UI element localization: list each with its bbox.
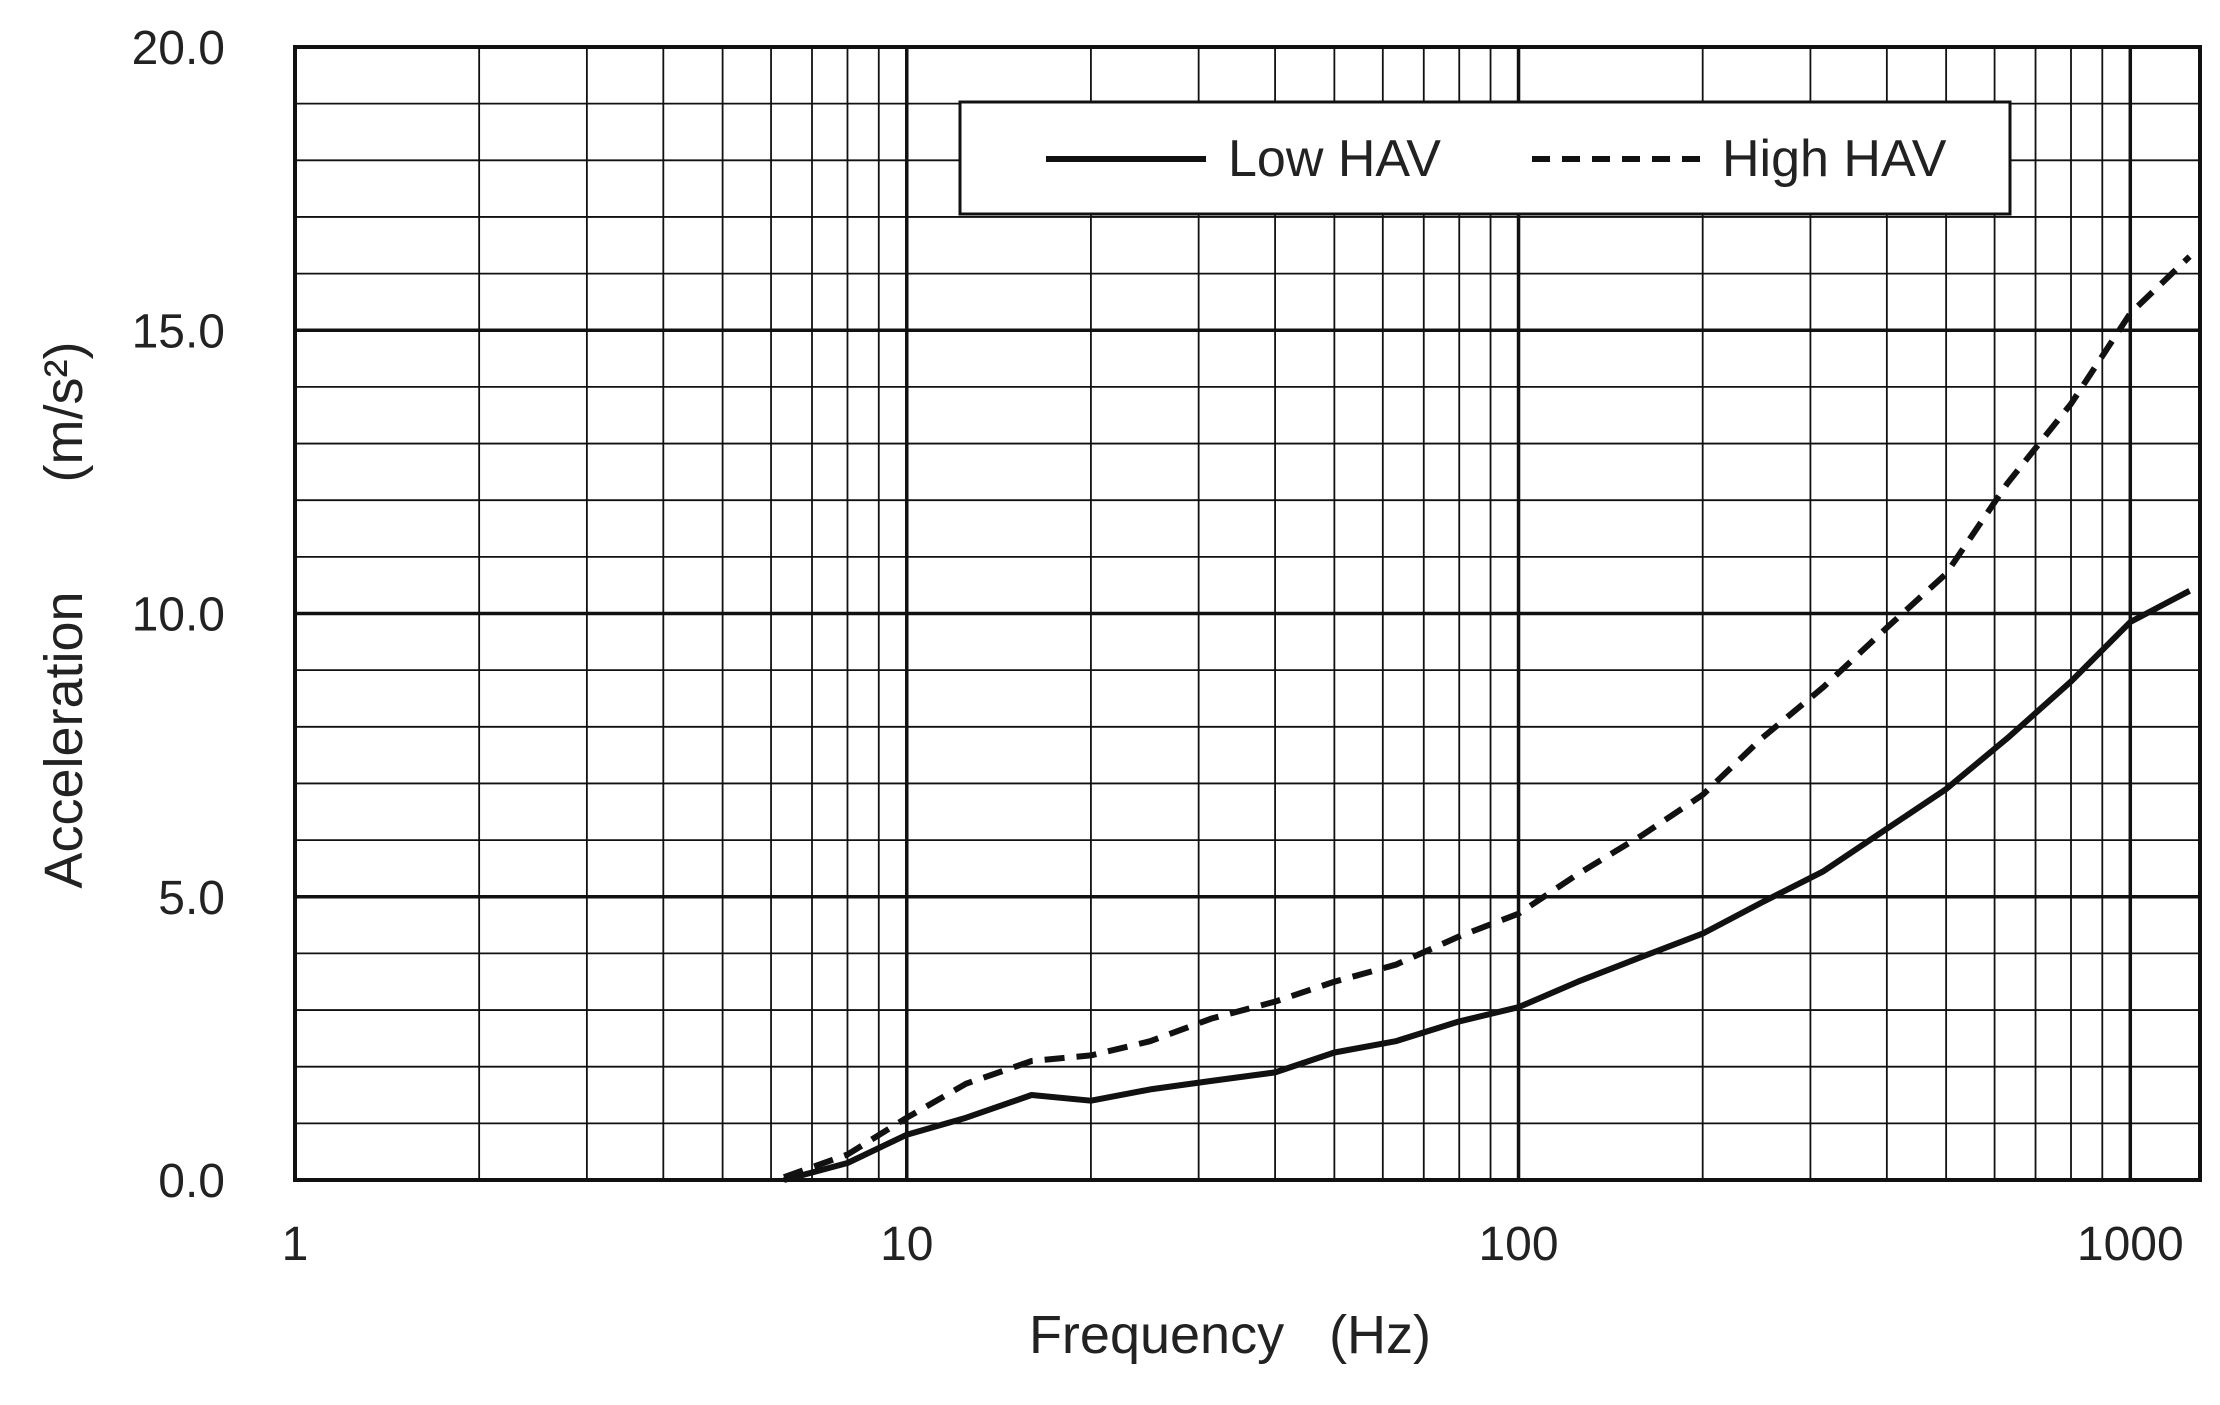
- y-axis-title: Acceleration: [34, 591, 94, 888]
- plot-frame: [293, 45, 2202, 1182]
- series-line-high-hav: [782, 254, 2192, 1181]
- legend-label-low-hav: Low HAV: [1228, 130, 1441, 188]
- tick-labels: 1 10 100 1000 0.0 5.0 10.0 15.0 20.0: [132, 22, 2184, 1271]
- legend: Low HAV High HAV: [958, 100, 2012, 216]
- y-axis-title-text: Acceleration: [34, 591, 94, 888]
- y-tick-label: 15.0: [132, 305, 225, 358]
- x-tick-label: 1000: [2077, 1218, 2184, 1271]
- x-tick-label: 100: [1478, 1218, 1558, 1271]
- y-tick-label: 5.0: [158, 872, 225, 925]
- x-tick-label: 1: [282, 1218, 309, 1271]
- x-axis-title: Frequency (Hz): [1029, 1305, 1431, 1365]
- y-axis-unit: (m/s²): [34, 342, 94, 483]
- y-tick-label: 0.0: [158, 1155, 225, 1208]
- y-tick-label: 20.0: [132, 22, 225, 75]
- y-tick-label: 10.0: [132, 589, 225, 642]
- x-tick-label: 10: [880, 1218, 933, 1271]
- series-layer: [782, 254, 2192, 1183]
- series-line-low-hav: [783, 588, 2191, 1183]
- legend-label-high-hav: High HAV: [1722, 130, 1947, 188]
